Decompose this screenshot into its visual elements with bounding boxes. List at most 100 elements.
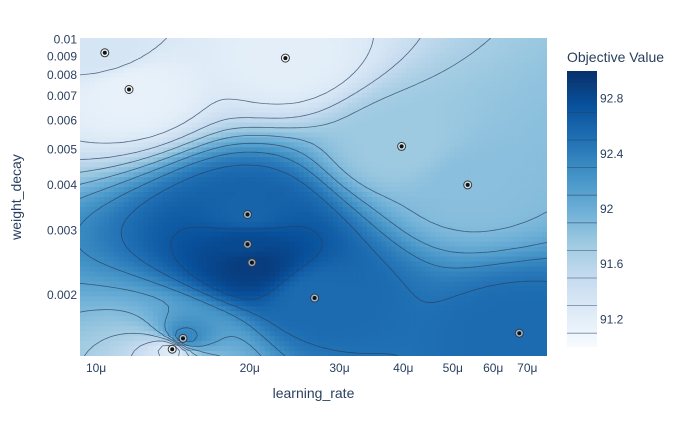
heatmap-cell (206, 226, 212, 233)
heatmap-cell (532, 266, 538, 273)
heatmap-cell (449, 147, 456, 153)
heatmap-cell (488, 291, 495, 297)
heatmap-cell (138, 271, 144, 278)
heatmap-cell (430, 291, 436, 297)
heatmap-cell (191, 192, 198, 198)
heatmap-cell (405, 97, 412, 104)
heatmap-cell (303, 147, 310, 153)
heatmap-cell (391, 236, 397, 243)
heatmap-cell (362, 127, 368, 134)
heatmap-cell (425, 117, 431, 124)
heatmap-cell (294, 246, 300, 253)
heatmap-cell (172, 251, 178, 258)
heatmap-cell (80, 137, 86, 143)
heatmap-cell (182, 72, 188, 79)
heatmap-cell (532, 42, 538, 49)
heatmap-cell (216, 221, 222, 228)
heatmap-cell (230, 177, 237, 183)
heatmap-cell (357, 241, 363, 248)
heatmap-cell (303, 221, 310, 228)
heatmap-cell (342, 276, 349, 283)
heatmap-cell (298, 206, 305, 213)
heatmap-cell (264, 226, 271, 233)
heatmap-cell (230, 77, 237, 84)
heatmap-cell (196, 216, 203, 223)
heatmap-cell (512, 216, 519, 223)
heatmap-cell (483, 137, 490, 143)
heatmap-cell (216, 182, 222, 188)
heatmap-cell (138, 211, 144, 218)
heatmap-cell (211, 251, 217, 258)
heatmap-cell (444, 137, 451, 143)
heatmap-cell (206, 62, 212, 69)
heatmap-cell (245, 147, 251, 153)
heatmap-cell (386, 77, 392, 84)
heatmap-cell (323, 77, 329, 84)
heatmap-cell (235, 102, 242, 109)
heatmap-cell (128, 162, 135, 168)
heatmap-cell (376, 62, 383, 69)
heatmap-cell (488, 42, 495, 49)
heatmap-cell (391, 177, 397, 183)
heatmap-cell (498, 271, 504, 278)
heatmap-cell (138, 187, 144, 193)
heatmap-cell (138, 246, 144, 253)
heatmap-cell (128, 107, 135, 114)
heatmap-cell (337, 152, 344, 158)
heatmap-cell (391, 172, 397, 178)
heatmap-cell (191, 157, 198, 163)
heatmap-cell (522, 177, 529, 183)
heatmap-cell (80, 231, 86, 238)
heatmap-cell (104, 122, 110, 129)
heatmap-cell (84, 52, 91, 59)
heatmap-cell (84, 117, 91, 124)
heatmap-cell (517, 87, 524, 94)
heatmap-cell (303, 38, 310, 44)
heatmap-cell (469, 122, 475, 129)
heatmap-cell (493, 172, 499, 178)
heatmap-cell (454, 221, 461, 228)
heatmap-cell (230, 172, 237, 178)
heatmap-cell (347, 157, 354, 163)
heatmap-cell (449, 57, 456, 64)
heatmap-cell (259, 38, 266, 44)
heatmap-cell (118, 57, 125, 64)
heatmap-cell (269, 271, 276, 278)
heatmap-cell (376, 57, 383, 64)
heatmap-cell (396, 122, 402, 129)
heatmap-cell (464, 281, 470, 288)
heatmap-cell (221, 137, 227, 143)
heatmap-cell (114, 137, 120, 143)
heatmap-cell (401, 62, 407, 69)
heatmap-cell (396, 97, 402, 104)
heatmap-cell (89, 142, 96, 148)
heatmap-cell (274, 97, 281, 104)
heatmap-cell (264, 211, 271, 218)
heatmap-cell (488, 92, 495, 99)
heatmap-cell (357, 77, 363, 84)
heatmap-cell (420, 152, 426, 158)
heatmap-cell (308, 97, 315, 104)
heatmap-cell (211, 197, 217, 203)
heatmap-cell (118, 271, 125, 278)
heatmap-cell (512, 72, 519, 79)
heatmap-cell (328, 221, 334, 228)
heatmap-cell (469, 107, 475, 114)
heatmap-cell (483, 216, 490, 223)
heatmap-cell (483, 256, 490, 263)
heatmap-cell (435, 261, 441, 268)
heatmap-cell (396, 201, 402, 208)
heatmap-cell (109, 62, 115, 69)
heatmap-cell (157, 251, 164, 258)
heatmap-cell (99, 77, 105, 84)
heatmap-cell (347, 221, 354, 228)
heatmap-cell (255, 42, 261, 49)
heatmap-cell (221, 97, 227, 104)
heatmap-cell (118, 172, 125, 178)
heatmap-cell (503, 47, 509, 54)
heatmap-cell (206, 177, 212, 183)
heatmap-cell (104, 92, 110, 99)
heatmap-cell (527, 221, 533, 228)
heatmap-cell (187, 187, 193, 193)
heatmap-cell (123, 276, 130, 283)
